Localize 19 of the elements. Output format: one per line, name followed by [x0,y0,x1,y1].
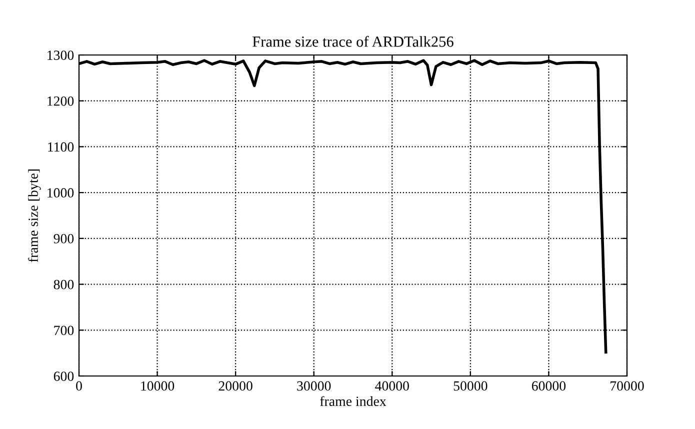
x-tick-label: 20000 [218,381,252,391]
x-tick-label: 0 [76,381,82,391]
chart-title: Frame size trace of ARDTalk256 [252,36,454,47]
y-tick-label: 1100 [48,142,74,152]
y-tick-label: 800 [54,280,74,290]
y-tick-label: 1000 [48,188,74,198]
y-tick-label: 600 [54,372,74,381]
x-tick-label: 70000 [610,381,644,391]
x-tick-label: 40000 [375,381,409,391]
x-tick-label: 60000 [532,381,566,391]
y-axis-title: frame size [byte] [28,169,41,262]
x-tick-label: 50000 [454,381,488,391]
y-tick-label: 900 [54,234,74,244]
y-tick-label: 700 [54,326,74,336]
x-tick-label: 10000 [141,381,174,391]
y-tick-label: 1200 [48,96,74,106]
y-tick-label: 1300 [48,50,74,60]
x-tick-label: 30000 [297,381,331,391]
x-axis-title: frame index [320,396,386,406]
